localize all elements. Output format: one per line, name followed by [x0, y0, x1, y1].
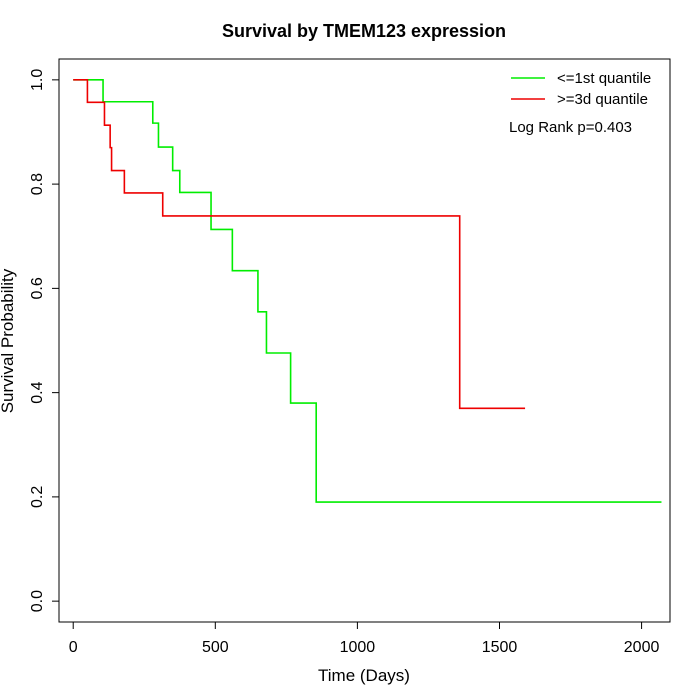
y-tick-label: 0.0	[29, 590, 46, 612]
plot-frame	[58, 58, 671, 623]
chart-title: Survival by TMEM123 expression	[222, 21, 506, 41]
y-axis-label: Survival Probability	[0, 268, 17, 413]
y-tick-label: 0.2	[29, 486, 46, 508]
legend-label-0: <=1st quantile	[557, 70, 651, 87]
survival-curve-series-0	[73, 79, 662, 503]
y-tick-label: 0.4	[29, 381, 46, 403]
survival-curve-series-1	[73, 79, 526, 410]
survival-curves	[73, 79, 662, 503]
y-tick-label: 0.8	[29, 173, 46, 195]
x-tick-label: 500	[202, 639, 229, 656]
x-axis: 0 500 1000 1500 2000	[69, 621, 660, 656]
y-tick-label: 0.6	[29, 277, 46, 299]
x-tick-label: 1500	[482, 639, 518, 656]
x-axis-label: Time (Days)	[318, 666, 410, 685]
y-tick-label: 1.0	[29, 69, 46, 91]
log-rank-annotation: Log Rank p=0.403	[509, 119, 632, 136]
legend: <=1st quantile >=3d quantile	[511, 70, 651, 108]
legend-label-1: >=3d quantile	[557, 91, 648, 108]
x-tick-label: 2000	[624, 639, 660, 656]
x-tick-label: 0	[69, 639, 78, 656]
x-tick-label: 1000	[340, 639, 376, 656]
y-axis: 0.0 0.2 0.4 0.6 0.8 1.0	[29, 69, 60, 612]
